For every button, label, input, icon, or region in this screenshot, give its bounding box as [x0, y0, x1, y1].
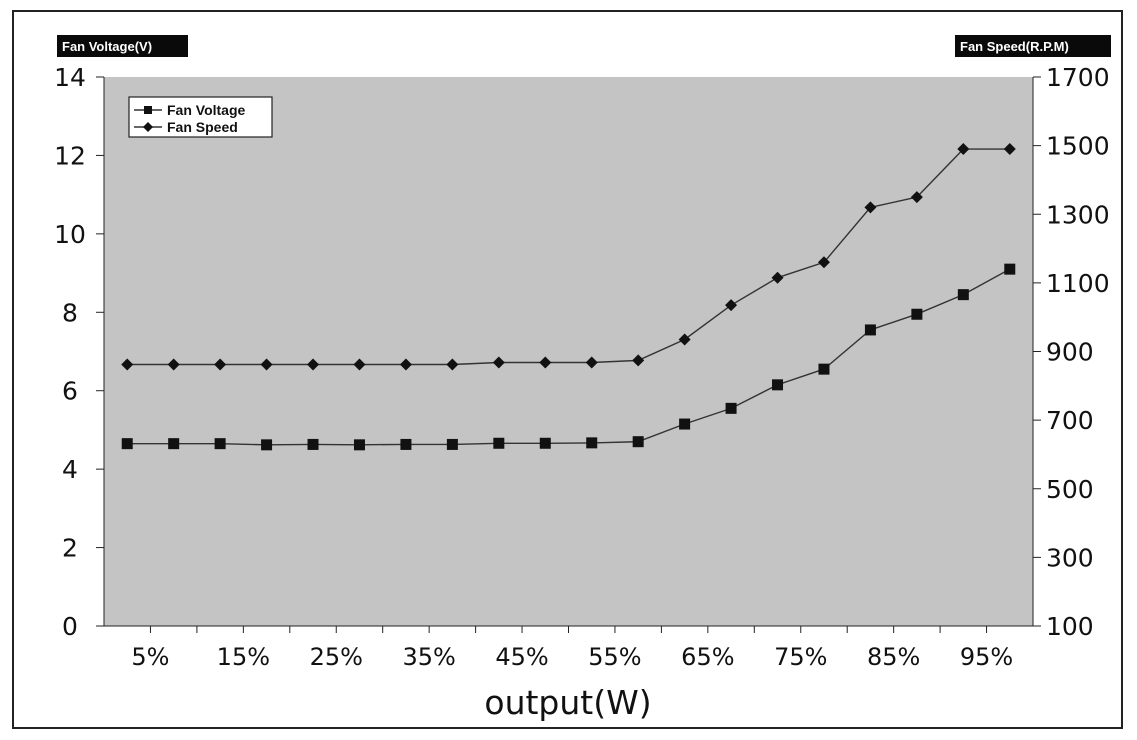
point-fan-speed — [771, 271, 784, 284]
point-fan-voltage — [168, 438, 180, 450]
point-fan-voltage — [446, 438, 458, 450]
legend-label-fan-voltage: Fan Voltage — [167, 102, 246, 118]
series-layer — [121, 143, 1016, 451]
point-fan-voltage — [261, 439, 273, 451]
point-fan-voltage — [121, 438, 133, 450]
series-line-fan-voltage — [127, 268, 1011, 446]
legend-label-fan-speed: Fan Speed — [167, 119, 238, 135]
left-axis-ticks: 0 2 4 6 8 10 12 14 — [54, 63, 104, 641]
point-fan-voltage — [911, 308, 923, 320]
left-tick-label: 10 — [54, 220, 86, 249]
right-axis-badge — [955, 35, 1111, 57]
point-fan-speed — [632, 354, 645, 367]
point-fan-voltage — [1004, 263, 1016, 275]
right-tick-label: 100 — [1046, 612, 1094, 641]
point-fan-speed — [817, 256, 830, 269]
x-tick-label: 35% — [402, 643, 455, 671]
point-fan-speed — [167, 358, 180, 371]
point-fan-speed — [399, 358, 412, 371]
right-tick-label: 500 — [1046, 475, 1094, 504]
point-fan-speed — [1003, 143, 1016, 156]
point-fan-speed — [214, 358, 227, 371]
x-tick-label: 25% — [310, 643, 363, 671]
point-fan-voltage — [307, 438, 319, 450]
point-fan-speed — [353, 358, 366, 371]
point-fan-voltage — [632, 436, 644, 448]
point-fan-voltage — [539, 437, 551, 449]
legend-box — [128, 96, 273, 138]
point-fan-voltage — [493, 437, 505, 449]
point-fan-speed — [910, 191, 923, 204]
x-axis-ticks: 5% 15% 25% 35% 45% 55% 65% 75% 85% 95% — [131, 626, 1013, 671]
point-fan-speed — [260, 358, 273, 371]
left-tick-label: 14 — [54, 63, 86, 92]
right-axis-ticks: 100 300 500 700 900 1100 1300 1500 1700 — [1033, 63, 1110, 641]
left-tick-label: 6 — [62, 377, 78, 406]
point-fan-speed — [539, 356, 552, 369]
left-tick-label: 12 — [54, 141, 86, 170]
point-fan-voltage — [772, 379, 784, 391]
point-fan-voltage — [725, 402, 737, 414]
point-fan-speed — [957, 143, 970, 156]
x-tick-label: 5% — [131, 643, 169, 671]
point-fan-speed — [678, 333, 691, 346]
left-axis-badge — [57, 35, 188, 57]
legend-marker-fan-speed — [143, 122, 153, 132]
x-tick-label: 55% — [588, 643, 641, 671]
right-tick-label: 700 — [1046, 406, 1094, 435]
x-tick-label: 75% — [774, 643, 827, 671]
x-tick-label: 95% — [960, 643, 1013, 671]
point-fan-voltage — [679, 418, 691, 430]
point-fan-speed — [725, 299, 738, 312]
point-fan-voltage — [400, 438, 412, 450]
left-tick-label: 8 — [62, 298, 78, 327]
point-fan-voltage — [586, 437, 598, 449]
point-fan-voltage — [214, 438, 226, 450]
point-fan-speed — [864, 201, 877, 214]
right-tick-label: 300 — [1046, 543, 1094, 572]
point-fan-voltage — [864, 324, 876, 336]
series-line-fan-speed — [127, 148, 1010, 366]
x-tick-label: 85% — [867, 643, 920, 671]
right-tick-label: 1700 — [1046, 63, 1110, 92]
x-tick-label: 65% — [681, 643, 734, 671]
legend: Fan Voltage Fan Speed — [128, 96, 273, 138]
left-tick-label: 4 — [62, 455, 78, 484]
right-tick-label: 900 — [1046, 338, 1094, 367]
point-fan-speed — [492, 356, 505, 369]
x-tick-label: 45% — [495, 643, 548, 671]
point-fan-voltage — [818, 363, 830, 375]
legend-marker-fan-voltage — [144, 106, 152, 114]
plot-area — [104, 77, 1033, 626]
right-axis-title: Fan Speed(R.P.M) — [960, 39, 1069, 54]
left-tick-label: 0 — [62, 612, 78, 641]
point-fan-voltage — [957, 289, 969, 301]
left-tick-label: 2 — [62, 534, 78, 563]
point-fan-speed — [446, 358, 459, 371]
right-tick-label: 1500 — [1046, 132, 1110, 161]
point-fan-speed — [121, 358, 134, 371]
point-fan-speed — [585, 356, 598, 369]
left-axis-title: Fan Voltage(V) — [62, 39, 152, 54]
x-tick-label: 15% — [217, 643, 270, 671]
point-fan-voltage — [353, 439, 365, 451]
x-axis-title: output(W) — [484, 683, 651, 722]
point-fan-speed — [307, 358, 320, 371]
right-tick-label: 1300 — [1046, 200, 1110, 229]
right-tick-label: 1100 — [1046, 269, 1110, 298]
